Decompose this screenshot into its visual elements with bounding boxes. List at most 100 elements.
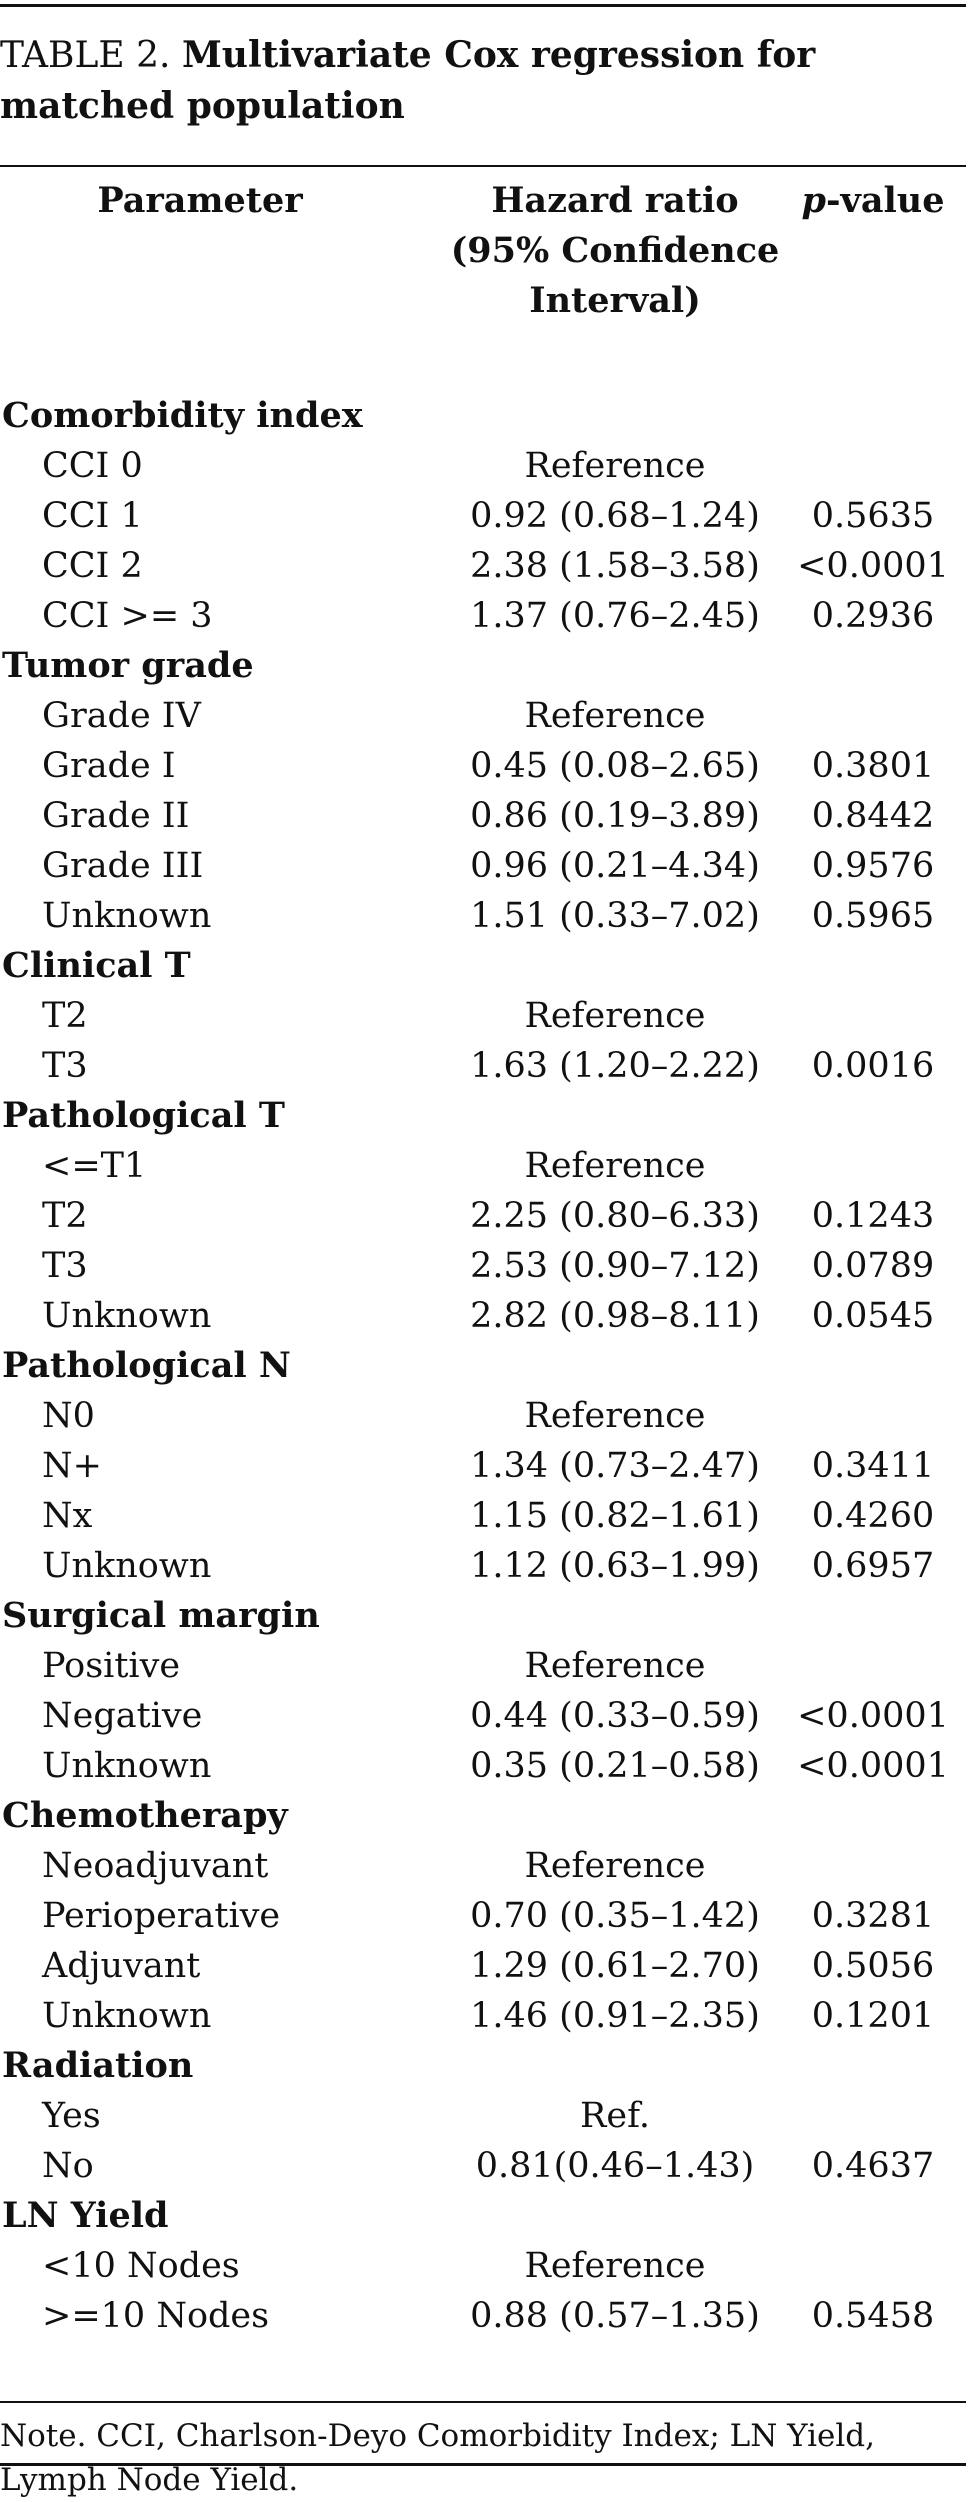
table-row: T3 1.63 (1.20–2.22) 0.0016: [0, 1041, 968, 1091]
hazard-ratio-cell: 0.35 (0.21–0.58): [470, 1746, 760, 1786]
group-label: Tumor grade: [2, 645, 254, 686]
parameter-cell: Yes: [42, 2096, 101, 2136]
p-value-cell: 0.0016: [811, 1046, 935, 1086]
group-header-row: Surgical margin: [0, 1591, 968, 1641]
group-label: Chemotherapy: [2, 1795, 288, 1836]
group-header-row: Pathological T: [0, 1091, 968, 1141]
table-row: CCI >= 3 1.37 (0.76–2.45) 0.2936: [0, 591, 968, 641]
hazard-ratio-cell: 1.37 (0.76–2.45): [470, 596, 760, 636]
hazard-ratio-cell: 2.82 (0.98–8.11): [470, 1296, 760, 1336]
hazard-ratio-cell: 1.29 (0.61–2.70): [470, 1946, 760, 1986]
group-label: Surgical margin: [2, 1595, 320, 1636]
parameter-cell: Positive: [42, 1646, 181, 1686]
parameter-cell: Unknown: [42, 1996, 212, 2036]
table-row: Unknown 0.35 (0.21–0.58) <0.0001: [0, 1741, 968, 1791]
p-value-cell: 0.3801: [811, 746, 935, 786]
p-value-cell: 0.3411: [811, 1446, 935, 1486]
parameter-cell: <10 Nodes: [42, 2246, 240, 2286]
parameter-cell: <=T1: [42, 1146, 147, 1186]
p-value-cell: 0.4260: [811, 1496, 935, 1536]
hazard-ratio-cell: 2.53 (0.90–7.12): [470, 1246, 760, 1286]
top-rule: [0, 4, 966, 7]
parameter-cell: T2: [42, 1196, 88, 1236]
table-row: Grade III 0.96 (0.21–4.34) 0.9576: [0, 841, 968, 891]
parameter-cell: Unknown: [42, 896, 212, 936]
hazard-ratio-cell: Reference: [524, 1646, 706, 1686]
bottom-rule: [0, 2401, 966, 2403]
hazard-ratio-cell: 0.92 (0.68–1.24): [470, 496, 760, 536]
group-header-row: Clinical T: [0, 941, 968, 991]
hazard-ratio-cell: 0.70 (0.35–1.42): [470, 1896, 760, 1936]
table-caption: TABLE 2. Multivariate Cox regression for…: [0, 30, 968, 132]
group-label: Clinical T: [2, 945, 191, 986]
parameter-cell: Grade IV: [42, 696, 201, 736]
parameter-cell: Unknown: [42, 1296, 212, 1336]
table-row: CCI 2 2.38 (1.58–3.58) <0.0001: [0, 541, 968, 591]
hazard-ratio-cell: 0.86 (0.19–3.89): [470, 796, 760, 836]
hazard-ratio-cell: 2.38 (1.58–3.58): [470, 546, 760, 586]
caption-title: Multivariate Cox regression for matched …: [0, 34, 816, 127]
header-rule: [0, 165, 966, 167]
p-value-cell: 0.9576: [811, 846, 935, 886]
parameter-cell: Adjuvant: [42, 1946, 201, 1986]
group-header-row: Radiation: [0, 2041, 968, 2091]
header-hazard-ratio: Hazard ratio (95% Confidence Interval): [450, 180, 780, 321]
group-label: Comorbidity index: [2, 395, 363, 436]
p-value-cell: 0.6957: [811, 1546, 935, 1586]
hazard-ratio-cell: Reference: [524, 996, 706, 1036]
caption-label: TABLE 2.: [0, 35, 171, 76]
p-value-cell: <0.0001: [797, 1696, 949, 1736]
header-p-value: p-value: [780, 176, 966, 226]
hazard-ratio-cell: 2.25 (0.80–6.33): [470, 1196, 760, 1236]
header-p-suffix: -value: [825, 180, 945, 221]
table-row: Unknown 1.46 (0.91–2.35) 0.1201: [0, 1991, 968, 2041]
parameter-cell: CCI 0: [42, 446, 143, 486]
table-row: Adjuvant 1.29 (0.61–2.70) 0.5056: [0, 1941, 968, 1991]
hazard-ratio-cell: 1.51 (0.33–7.02): [470, 896, 760, 936]
table-row: Unknown 1.12 (0.63–1.99) 0.6957: [0, 1541, 968, 1591]
p-value-cell: 0.4637: [811, 2146, 935, 2186]
hazard-ratio-cell: Reference: [524, 1846, 706, 1886]
p-value-cell: 0.5635: [811, 496, 935, 536]
table-row: N+ 1.34 (0.73–2.47) 0.3411: [0, 1441, 968, 1491]
table-row: Grade IV Reference: [0, 691, 968, 741]
parameter-cell: CCI >= 3: [42, 596, 213, 636]
parameter-cell: Grade II: [42, 796, 190, 836]
table-note: Note. CCI, Charlson-Deyo Comorbidity Ind…: [0, 2418, 875, 2498]
parameter-cell: Neoadjuvant: [42, 1846, 269, 1886]
hazard-ratio-cell: 0.81(0.46–1.43): [475, 2146, 755, 2186]
group-label: Radiation: [2, 2045, 194, 2086]
p-value-cell: <0.0001: [797, 546, 949, 586]
table-row: CCI 1 0.92 (0.68–1.24) 0.5635: [0, 491, 968, 541]
p-value-cell: 0.1243: [811, 1196, 935, 1236]
table-row: N0 Reference: [0, 1391, 968, 1441]
p-value-cell: 0.5458: [811, 2296, 935, 2336]
table-row: Unknown 2.82 (0.98–8.11) 0.0545: [0, 1291, 968, 1341]
p-value-cell: 0.0789: [811, 1246, 935, 1286]
parameter-cell: CCI 1: [42, 496, 143, 536]
hazard-ratio-cell: 0.88 (0.57–1.35): [470, 2296, 760, 2336]
parameter-cell: >=10 Nodes: [42, 2296, 270, 2336]
hazard-ratio-cell: Reference: [524, 1146, 706, 1186]
table-row: Neoadjuvant Reference: [0, 1841, 968, 1891]
parameter-cell: N+: [42, 1446, 102, 1486]
table-row: Perioperative 0.70 (0.35–1.42) 0.3281: [0, 1891, 968, 1941]
parameter-cell: Negative: [42, 1696, 203, 1736]
p-value-cell: 0.0545: [811, 1296, 935, 1336]
p-value-cell: <0.0001: [797, 1746, 949, 1786]
table-row: T3 2.53 (0.90–7.12) 0.0789: [0, 1241, 968, 1291]
p-value-cell: 0.3281: [811, 1896, 935, 1936]
group-header-row: Chemotherapy: [0, 1791, 968, 1841]
parameter-cell: Grade I: [42, 746, 176, 786]
table-row: Grade II 0.86 (0.19–3.89) 0.8442: [0, 791, 968, 841]
table-row: Nx 1.15 (0.82–1.61) 0.4260: [0, 1491, 968, 1541]
end-rule: [0, 2463, 966, 2466]
table-row: <=T1 Reference: [0, 1141, 968, 1191]
group-label: Pathological N: [2, 1345, 291, 1386]
table-row: Positive Reference: [0, 1641, 968, 1691]
hazard-ratio-cell: 1.63 (1.20–2.22): [470, 1046, 760, 1086]
group-label: Pathological T: [2, 1095, 285, 1136]
hazard-ratio-cell: 1.12 (0.63–1.99): [470, 1546, 760, 1586]
table-row: No 0.81(0.46–1.43) 0.4637: [0, 2141, 968, 2191]
